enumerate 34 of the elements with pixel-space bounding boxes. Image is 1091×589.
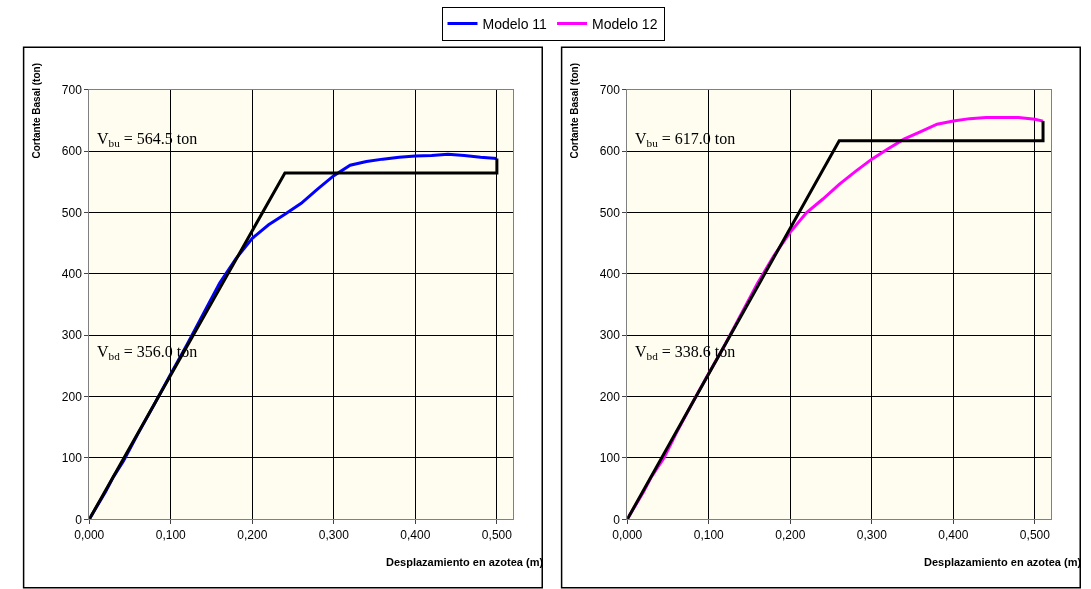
x-tick-label: 0,100 <box>693 527 725 542</box>
x-tick-label: 0,200 <box>775 527 806 542</box>
x-tick-label: 0,500 <box>481 527 513 542</box>
legend-label: Modelo 11 <box>482 16 548 33</box>
y-tick-label: 600 <box>61 144 83 159</box>
y-axis-title: Cortante Basal (ton) <box>569 63 581 159</box>
x-axis-title: Desplazamiento en azotea (m) <box>386 556 544 568</box>
y-tick-label: 0 <box>613 512 621 527</box>
y-tick-label: 400 <box>61 267 83 282</box>
y-tick-label: 600 <box>599 144 621 159</box>
y-tick-label: 300 <box>61 328 83 343</box>
y-tick-label: 200 <box>599 389 621 404</box>
y-tick-label: 0 <box>75 512 83 527</box>
x-axis-title: Desplazamiento en azotea (m) <box>924 556 1082 568</box>
y-axis-title: Cortante Basal (ton) <box>31 63 43 159</box>
y-tick-label: 100 <box>61 451 83 466</box>
x-tick-label: 0,400 <box>400 527 431 542</box>
y-tick-label: 700 <box>599 83 621 97</box>
y-tick-label: 300 <box>599 328 621 343</box>
x-tick-label: 0,100 <box>155 527 187 542</box>
x-tick-label: 0,300 <box>318 527 350 542</box>
y-tick-label: 100 <box>599 451 621 466</box>
x-tick-label: 0,300 <box>856 527 888 542</box>
y-tick-label: 500 <box>61 205 83 220</box>
x-tick-label: 0,000 <box>74 527 105 542</box>
legend-label: Modelo 12 <box>592 16 658 33</box>
y-tick-label: 200 <box>61 389 83 404</box>
x-tick-label: 0,200 <box>237 527 268 542</box>
x-tick-label: 0,500 <box>1019 527 1051 542</box>
y-tick-label: 500 <box>599 205 621 220</box>
x-tick-label: 0,000 <box>612 527 643 542</box>
y-tick-label: 400 <box>599 267 621 282</box>
y-tick-label: 700 <box>61 83 83 97</box>
x-tick-label: 0,400 <box>938 527 969 542</box>
